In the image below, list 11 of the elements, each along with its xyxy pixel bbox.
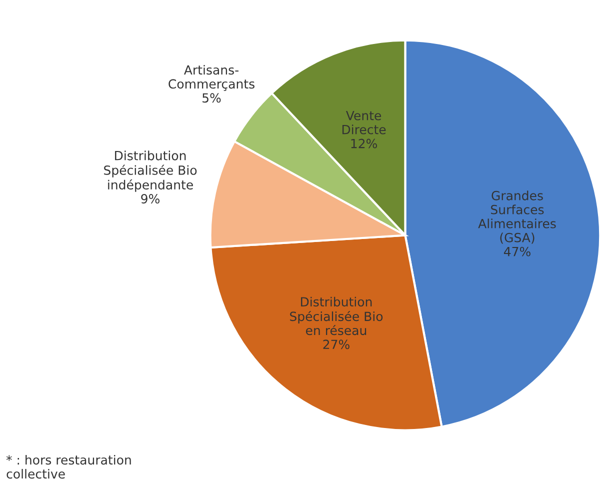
data-label: 47% (504, 246, 530, 256)
text: * : hors restauration collective (6, 454, 131, 479)
slice-label: Grandes Surfaces Alimentaires (GSA) (478, 190, 556, 244)
slice-label: Distribution Spécialisée Bio indépendante (104, 150, 197, 192)
slice-label: Distribution Spécialisée Bio en réseau (290, 296, 383, 336)
slice-label: Vente Directe (342, 110, 386, 134)
slice-label: Artisans- Commerçants (168, 64, 254, 91)
data-label: 27% (323, 340, 350, 350)
data-label: 9% (141, 194, 160, 204)
data-label: 12% (351, 138, 377, 148)
data-label: 5% (202, 93, 221, 103)
